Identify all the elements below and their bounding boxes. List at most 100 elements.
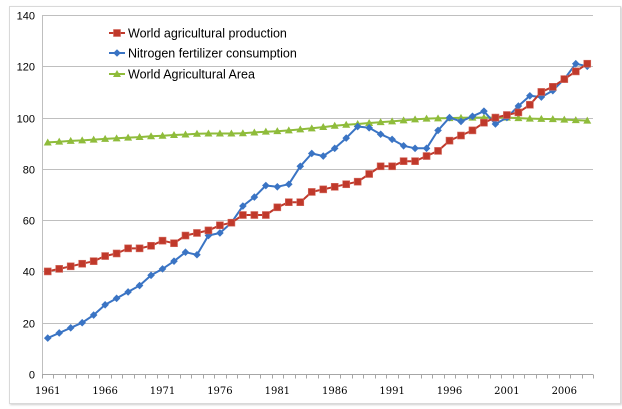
- data-point-triangle: [170, 131, 179, 139]
- data-point-square: [353, 177, 362, 186]
- data-point-square: [583, 59, 592, 68]
- x-tick-label: 1976: [207, 386, 232, 397]
- data-point-square: [571, 67, 580, 76]
- data-point-square: [549, 83, 557, 91]
- data-point-diamond: [411, 144, 419, 153]
- data-point-square: [307, 188, 316, 196]
- data-point-diamond: [480, 107, 488, 115]
- data-point-square: [124, 244, 132, 253]
- legend-item: World agricultural production: [109, 27, 287, 41]
- data-point-triangle: [525, 114, 534, 122]
- legend-item: Nitrogen fertilizer consumption: [109, 47, 297, 61]
- data-point-diamond: [491, 120, 500, 128]
- data-point-triangle: [89, 135, 98, 143]
- x-tick-label: 1966: [92, 386, 117, 397]
- data-point-diamond: [457, 117, 465, 126]
- x-tick-label: 1971: [150, 386, 175, 397]
- data-point-square: [66, 262, 75, 271]
- data-point-square: [399, 157, 408, 165]
- data-point-triangle: [227, 129, 236, 137]
- data-point-triangle: [181, 130, 190, 138]
- legend: World agricultural production Nitrogen fe…: [109, 27, 297, 82]
- data-point-square: [468, 126, 477, 135]
- data-point-triangle: [113, 70, 121, 77]
- legend-item: World Agricultural Area: [109, 68, 255, 82]
- data-point-diamond: [170, 257, 178, 265]
- data-point-square: [514, 108, 523, 117]
- legend-label: World Agricultural Area: [128, 68, 255, 82]
- y-axis: 0 20 40 60 80 100 120 140: [17, 11, 43, 382]
- data-point-triangle: [434, 114, 443, 122]
- data-point-square: [537, 88, 546, 96]
- data-point-triangle: [479, 113, 488, 121]
- data-point-diamond: [342, 134, 350, 142]
- data-point-triangle: [456, 113, 465, 121]
- y-tick-label: 40: [23, 267, 35, 279]
- data-point-triangle: [66, 136, 75, 144]
- data-point-diamond: [353, 122, 362, 131]
- data-point-square: [170, 239, 178, 248]
- series-world-agricultural-production: [43, 59, 592, 276]
- gridlines: [42, 15, 593, 324]
- data-point-diamond: [526, 91, 534, 100]
- data-point-diamond: [55, 329, 64, 337]
- y-tick-label: 60: [23, 216, 35, 228]
- data-point-diamond: [89, 311, 98, 319]
- data-point-triangle: [296, 125, 305, 133]
- data-point-triangle: [192, 129, 201, 137]
- data-point-square: [204, 226, 213, 235]
- data-point-square: [55, 265, 64, 273]
- data-point-triangle: [330, 121, 339, 129]
- data-point-diamond: [43, 334, 52, 342]
- data-point-diamond: [216, 229, 224, 237]
- x-tick-label: 1981: [265, 386, 290, 397]
- data-point-triangle: [307, 124, 316, 132]
- data-point-triangle: [204, 129, 213, 137]
- data-point-square: [388, 162, 396, 171]
- data-point-triangle: [250, 128, 259, 136]
- x-tick-label: 1991: [379, 386, 404, 397]
- data-point-diamond: [262, 181, 270, 190]
- series-group: [43, 59, 592, 342]
- data-point-diamond: [158, 265, 167, 273]
- data-point-square: [296, 198, 305, 206]
- data-point-square: [480, 118, 488, 127]
- data-point-triangle: [147, 132, 156, 140]
- data-point-diamond: [193, 250, 201, 259]
- data-point-diamond: [135, 281, 144, 290]
- data-point-diamond: [273, 183, 282, 191]
- data-point-diamond: [376, 130, 385, 139]
- data-point-diamond: [330, 144, 339, 153]
- data-point-square: [526, 100, 534, 109]
- data-point-square: [239, 211, 247, 219]
- y-tick-label: 140: [17, 11, 35, 23]
- data-point-diamond: [388, 135, 396, 144]
- legend-label: World agricultural production: [128, 27, 287, 41]
- data-point-square: [273, 203, 282, 212]
- data-point-diamond: [124, 288, 132, 296]
- data-point-square: [89, 257, 98, 265]
- data-point-square: [445, 136, 454, 145]
- data-point-square: [376, 162, 385, 171]
- data-point-triangle: [411, 115, 420, 123]
- data-point-triangle: [101, 134, 110, 142]
- data-point-square: [43, 267, 52, 276]
- data-point-triangle: [78, 136, 87, 144]
- chart-frame: [9, 6, 621, 404]
- data-point-diamond: [537, 93, 546, 101]
- data-point-diamond: [101, 300, 109, 309]
- data-point-square: [319, 185, 328, 194]
- data-point-triangle: [124, 133, 133, 141]
- data-point-square: [434, 147, 442, 155]
- data-point-square: [330, 183, 339, 191]
- data-point-square: [457, 131, 465, 140]
- data-point-diamond: [399, 141, 408, 150]
- data-point-square: [365, 170, 373, 178]
- data-point-square: [250, 211, 259, 219]
- data-point-square: [147, 241, 155, 250]
- data-point-diamond: [296, 162, 305, 171]
- data-point-diamond: [66, 324, 75, 332]
- data-point-diamond: [434, 126, 442, 135]
- data-point-square: [181, 231, 190, 240]
- data-point-triangle: [583, 116, 592, 124]
